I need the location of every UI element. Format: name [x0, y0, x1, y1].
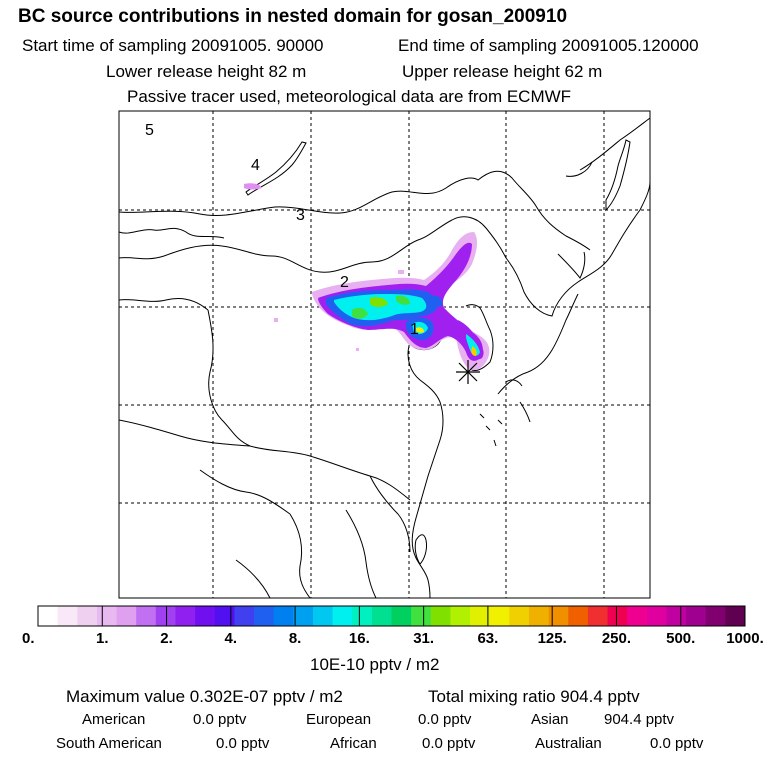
region-label-5: 5: [145, 122, 154, 139]
colorbar-cell: [470, 606, 491, 626]
colorbar-tick-label: 1.: [96, 630, 109, 647]
colorbar-tick-label: 63.: [477, 630, 499, 647]
colorbar-tick-label: 16.: [348, 630, 370, 647]
colorbar-tick-label: 2.: [160, 630, 173, 647]
start-time-text: Start time of sampling 20091005. 90000: [22, 36, 324, 55]
colorbar-cell: [254, 606, 275, 626]
colorbar-cell: [548, 606, 569, 626]
african-label: African: [330, 735, 377, 752]
colorbar-cell: [411, 606, 432, 626]
colorbar-cells: [38, 606, 746, 626]
colorbar-cell: [116, 606, 137, 626]
colorbar-cell: [155, 606, 176, 626]
colorbar-cell: [430, 606, 451, 626]
colorbar-cell: [332, 606, 353, 626]
australian-label: Australian: [535, 735, 602, 752]
colorbar-tick-label: 1000.: [726, 630, 764, 647]
colorbar-cell: [528, 606, 550, 626]
colorbar-cell: [234, 606, 255, 626]
map-frame: [118, 110, 651, 599]
colorbar-cell: [391, 606, 412, 626]
figure-title: BC source contributions in nested domain…: [18, 6, 568, 27]
colorbar-tick-label: 31.: [413, 630, 435, 647]
source-contribution-plume: [244, 183, 490, 371]
colorbar-ticks: [37, 606, 746, 626]
colorbar-cell: [489, 606, 510, 626]
colorbar-cell: [293, 606, 314, 626]
colorbar-cell: [77, 606, 98, 626]
colorbar-cell: [686, 606, 707, 626]
colorbar-cell: [627, 606, 648, 626]
colorbar-cell: [195, 606, 216, 626]
colorbar-cell: [646, 606, 667, 626]
south-american-label: South American: [56, 735, 162, 752]
colorbar-cell: [705, 606, 726, 626]
tracer-note-text: Passive tracer used, meteorological data…: [127, 87, 572, 106]
colorbar-cell: [450, 606, 471, 626]
colorbar-tick-label: 4.: [224, 630, 238, 647]
coastlines-and-borders: [118, 117, 651, 599]
colorbar-tick-label: 500.: [666, 630, 696, 647]
region-label-4: 4: [251, 157, 260, 174]
colorbar-cell: [312, 606, 334, 626]
upper-release-height-text: Upper release height 62 m: [402, 62, 603, 81]
colorbar-cell: [371, 606, 392, 626]
colorbar-cell: [568, 606, 589, 626]
asian-value: 904.4 pptv: [604, 711, 675, 728]
lower-release-height-text: Lower release height 82 m: [106, 62, 307, 81]
australian-value: 0.0 pptv: [650, 735, 704, 752]
colorbar-cell: [214, 606, 235, 626]
colorbar-cell: [587, 606, 609, 626]
maximum-value-text: Maximum value 0.302E-07 pptv / m2: [66, 687, 343, 706]
colorbar-cell: [57, 606, 78, 626]
region-label-3: 3: [296, 207, 305, 224]
colorbar-tick-label: 8.: [288, 630, 302, 647]
asian-label: Asian: [531, 711, 569, 728]
south-american-value: 0.0 pptv: [216, 735, 270, 752]
end-time-text: End time of sampling 20091005.120000: [398, 36, 699, 55]
colorbar-cell: [352, 606, 373, 626]
colorbar-tick-label: 0.: [22, 630, 35, 647]
african-value: 0.0 pptv: [422, 735, 476, 752]
colorbar-tick-label: 250.: [601, 630, 632, 647]
colorbar-cell: [666, 606, 687, 626]
colorbar-cell: [273, 606, 294, 626]
colorbar-cell: [509, 606, 530, 626]
european-label: European: [306, 711, 372, 728]
region-label-1: 1: [410, 321, 419, 338]
colorbar-cell: [175, 606, 196, 626]
colorbar-cell: [725, 606, 746, 626]
colorbar-cell: [136, 606, 157, 626]
american-value: 0.0 pptv: [193, 711, 247, 728]
region-label-2: 2: [340, 274, 349, 291]
colorbar-unit-label: 10E-10 pptv / m2: [310, 655, 440, 674]
colorbar-cell: [96, 606, 118, 626]
receptor-star-marker: [456, 360, 480, 384]
colorbar-cell: [607, 606, 628, 626]
european-value: 0.0 pptv: [418, 711, 472, 728]
total-mixing-ratio-text: Total mixing ratio 904.4 pptv: [428, 687, 640, 706]
colorbar-tick-label: 125.: [537, 630, 567, 647]
colorbar-cell: [38, 606, 59, 626]
american-label: American: [82, 711, 146, 728]
